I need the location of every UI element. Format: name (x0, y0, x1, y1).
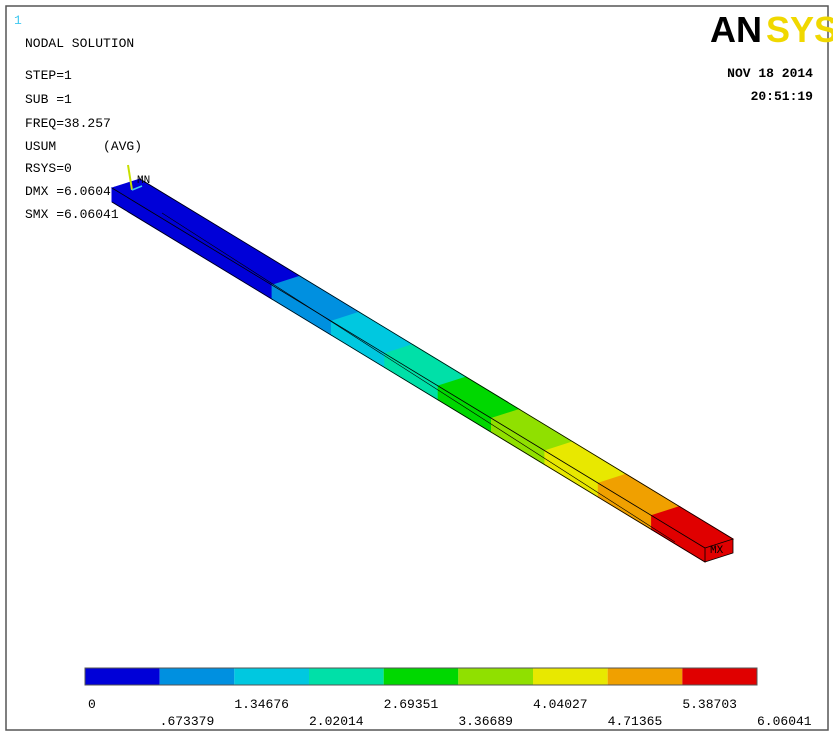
legend-swatch (234, 668, 309, 685)
legend-label: 6.06041 (757, 714, 812, 729)
legend-label: 2.02014 (309, 714, 364, 729)
legend-label: 1.34676 (234, 697, 289, 712)
legend-label: 5.38703 (682, 697, 737, 712)
legend-swatch (533, 668, 608, 685)
legend-swatch (682, 668, 757, 685)
info-line: NODAL SOLUTION (25, 36, 134, 51)
info-line: SMX =6.06041 (25, 207, 119, 222)
legend-swatch (160, 668, 235, 685)
info-line: USUM (AVG) (25, 139, 142, 154)
legend-swatch (458, 668, 533, 685)
date: NOV 18 2014 (727, 66, 813, 81)
info-line: RSYS=0 (25, 161, 72, 176)
legend-label: 2.69351 (384, 697, 439, 712)
info-line: DMX =6.06041 (25, 184, 119, 199)
logo-light: SYS (766, 9, 833, 50)
logo-dark: AN (710, 9, 762, 50)
legend-label: 4.71365 (608, 714, 663, 729)
legend-swatch (608, 668, 683, 685)
info-line: STEP=1 (25, 68, 72, 83)
legend-label: .673379 (160, 714, 215, 729)
time: 20:51:19 (751, 89, 814, 104)
legend-label: 4.04027 (533, 697, 588, 712)
window-number: 1 (14, 13, 22, 28)
info-line: FREQ=38.257 (25, 116, 111, 131)
legend-label: 0 (88, 697, 96, 712)
legend-label: 3.36689 (458, 714, 513, 729)
legend-swatch (85, 668, 160, 685)
legend-swatch (384, 668, 459, 685)
ansys-window: 1 NODAL SOLUTION STEP=1 SUB =1 FREQ=38.257 U… (0, 0, 833, 733)
min-label: MN (137, 175, 150, 187)
info-line: SUB =1 (25, 92, 72, 107)
max-label: MX (710, 545, 724, 557)
legend-swatch (309, 668, 384, 685)
